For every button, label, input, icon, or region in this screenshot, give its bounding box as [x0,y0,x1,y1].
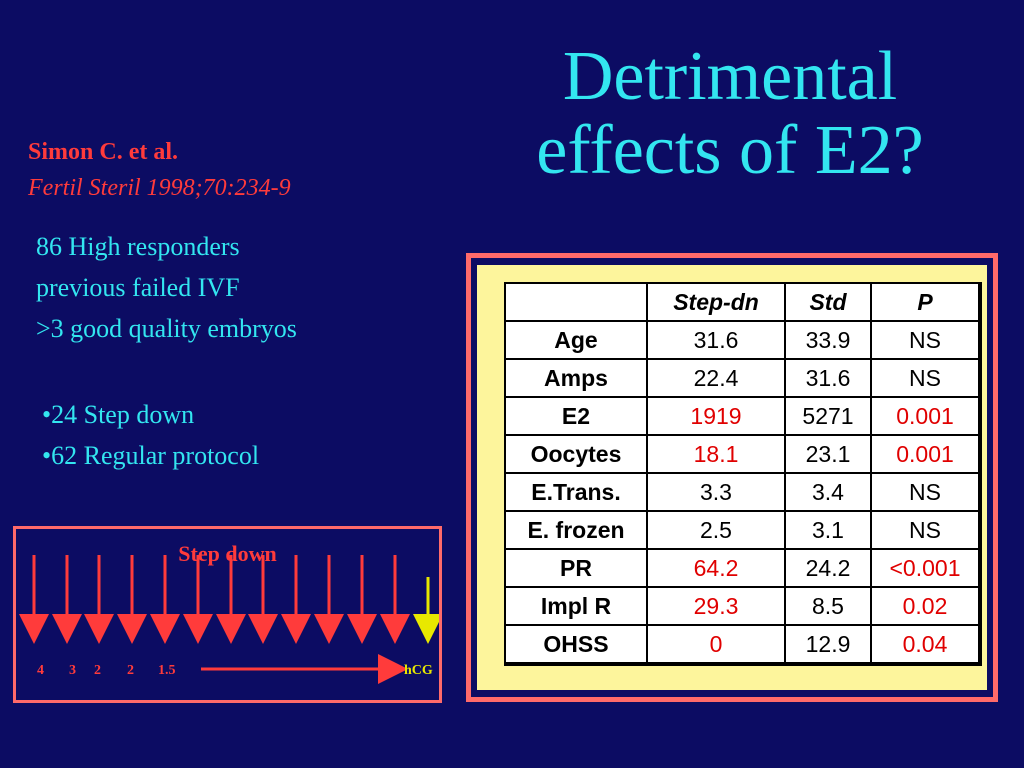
row-label: Amps [504,358,648,398]
header-std: Std [784,282,872,322]
table-row: PR 64.2 24.2 <0.001 [504,548,981,588]
cell-step-dn: 2.5 [646,510,786,550]
cell-p: 0.04 [870,624,981,665]
dose-label: 4 [37,663,44,678]
cell-p: <0.001 [870,548,981,588]
table-row: Oocytes 18.1 23.1 0.001 [504,434,981,474]
cell-p: 0.001 [870,434,981,474]
dose-label: 1.5 [158,663,176,678]
row-label: E2 [504,396,648,436]
row-label: Age [504,320,648,360]
dose-label: 2 [94,663,101,678]
group-item-step-down: 24 Step down [42,394,259,435]
cell-step-dn: 0 [646,624,786,665]
row-label: PR [504,548,648,588]
dose-label: 2 [127,663,134,678]
row-label: E. frozen [504,510,648,550]
table-row: Amps 22.4 31.6 NS [504,358,981,398]
study-description: 86 High responders previous failed IVF >… [36,226,297,349]
hcg-label: hCG [404,663,433,678]
table-row: Age 31.6 33.9 NS [504,320,981,360]
header-step-dn: Step-dn [646,282,786,322]
dose-label: 3 [69,663,76,678]
step-down-arrows [19,555,439,684]
group-list: 24 Step down 62 Regular protocol [42,394,259,476]
table-header-row: Step-dn Std P [504,282,981,322]
cell-p: 0.001 [870,396,981,436]
table-row: E. frozen 2.5 3.1 NS [504,510,981,550]
table-row: E.Trans. 3.3 3.4 NS [504,472,981,512]
table-row: OHSS 0 12.9 0.04 [504,624,981,665]
citation-author: Simon C. et al. [28,139,178,165]
cell-step-dn: 31.6 [646,320,786,360]
cell-std: 33.9 [784,320,872,360]
citation-journal: Fertil Steril 1998;70:234-9 [28,175,291,201]
cell-step-dn: 3.3 [646,472,786,512]
slide-title: Detrimental effects of E2? [470,40,990,188]
study-line-2: previous failed IVF [36,273,240,302]
table-frame [466,253,998,702]
group-item-regular: 62 Regular protocol [42,435,259,476]
title-line-2: effects of E2? [536,112,924,189]
title-line-1: Detrimental [562,38,898,115]
header-blank [504,282,648,322]
results-table: Step-dn Std P Age 31.6 33.9 NS Amps 22.4 31.6 N… [504,282,982,666]
row-label: Impl R [504,586,648,626]
cell-std: 8.5 [784,586,872,626]
cell-std: 12.9 [784,624,872,665]
cell-std: 3.1 [784,510,872,550]
cell-step-dn: 29.3 [646,586,786,626]
row-label: E.Trans. [504,472,648,512]
cell-std: 3.4 [784,472,872,512]
step-down-diagram: Step down 4 3 2 2 1.5 hCG [13,526,442,703]
cell-step-dn: 18.1 [646,434,786,474]
cell-step-dn: 22.4 [646,358,786,398]
cell-p: NS [870,320,981,360]
cell-std: 31.6 [784,358,872,398]
cell-step-dn: 64.2 [646,548,786,588]
table-row: E2 1919 5271 0.001 [504,396,981,436]
citation: Simon C. et al. Fertil Steril 1998;70:23… [28,134,291,206]
step-down-title: Step down [178,541,277,566]
cell-std: 5271 [784,396,872,436]
cell-p: 0.02 [870,586,981,626]
cell-p: NS [870,510,981,550]
cell-p: NS [870,472,981,512]
table-row: Impl R 29.3 8.5 0.02 [504,586,981,626]
cell-std: 24.2 [784,548,872,588]
row-label: Oocytes [504,434,648,474]
cell-std: 23.1 [784,434,872,474]
header-p: P [870,282,981,322]
cell-step-dn: 1919 [646,396,786,436]
cell-p: NS [870,358,981,398]
row-label: OHSS [504,624,648,665]
study-line-3: >3 good quality embryos [36,314,297,343]
study-line-1: 86 High responders [36,232,240,261]
